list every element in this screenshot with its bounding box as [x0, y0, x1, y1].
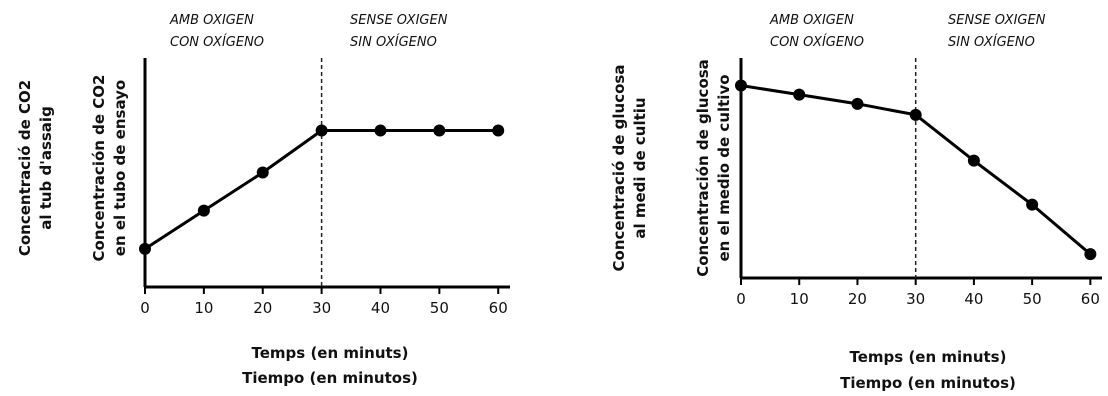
- data-point: [492, 124, 505, 137]
- data-point: [909, 108, 922, 121]
- y-axis-label-outer-line: Concentració de glucosa: [610, 65, 628, 272]
- y-axis-label-outer: Concentració de glucosa al medi de cultiu: [610, 65, 649, 272]
- x-axis-label: Temps (en minuts): [850, 348, 1007, 366]
- y-axis-label-outer-line: al tub d'assaig: [37, 106, 55, 230]
- data-point: [793, 88, 806, 101]
- y-axis-label-outer-line: al medi de cultiu: [631, 97, 649, 238]
- region-label: SIN OXÍGENO: [948, 34, 1035, 50]
- region-label: SENSE OXIGEN: [948, 13, 1046, 28]
- x-tick-label: 10: [194, 299, 213, 317]
- x-axis-label: Tiempo (en minutos): [840, 374, 1016, 392]
- x-tick-label: 60: [489, 299, 508, 317]
- region-label: CON OXÍGENO: [770, 34, 864, 50]
- region-label: SIN OXÍGENO: [350, 34, 437, 50]
- data-point: [256, 166, 269, 179]
- data-point: [1084, 248, 1097, 261]
- x-tick-label: 40: [964, 290, 983, 308]
- x-axis-label: Temps (en minuts): [252, 344, 409, 362]
- data-point: [433, 124, 446, 137]
- x-tick-label: 30: [312, 299, 331, 317]
- y-axis-label-inner: Concentración de CO2 en el tubo de ensayo: [90, 75, 129, 262]
- chart-1: 0 10 20 30 40 50 60 AMB OXIGEN CON OXÍGENO SENSE …: [16, 13, 510, 387]
- data-point: [315, 124, 328, 137]
- x-tick-label: 10: [790, 290, 809, 308]
- region-label: AMB OXIGEN: [169, 13, 254, 28]
- y-axis-label-outer-line: Concentració de CO2: [16, 80, 34, 256]
- x-tick-label: 30: [906, 290, 925, 308]
- data-point: [851, 97, 864, 110]
- region-label: CON OXÍGENO: [170, 34, 264, 50]
- x-tick-label: 50: [430, 299, 449, 317]
- chart-2: 0 10 20 30 40 50 60 AMB OXIGEN CON OXÍGENO SENSE …: [610, 13, 1102, 392]
- region-label: SENSE OXIGEN: [350, 13, 448, 28]
- y-axis-label-outer: Concentració de CO2 al tub d'assaig: [16, 80, 55, 256]
- region-label: AMB OXIGEN: [769, 13, 854, 28]
- y-axis-label-inner-line: Concentración de CO2: [90, 75, 108, 262]
- data-point: [374, 124, 387, 137]
- data-point: [967, 154, 980, 167]
- y-axis-label-inner-line: en el medio de cultivo: [715, 74, 733, 261]
- x-tick-label: 50: [1023, 290, 1042, 308]
- data-point: [1026, 198, 1039, 211]
- x-tick-label: 0: [736, 290, 746, 308]
- x-tick-label: 20: [848, 290, 867, 308]
- series-line: [144, 129, 499, 251]
- x-tick-label: 20: [253, 299, 272, 317]
- x-tick-label: 40: [371, 299, 390, 317]
- data-point: [139, 242, 151, 255]
- y-axis-label-inner-line: en el tubo de ensayo: [111, 80, 129, 256]
- y-axis-label-inner: Concentración de glucosa en el medio de c…: [694, 59, 733, 277]
- data-point: [197, 204, 210, 217]
- y-axis-label-inner-line: Concentración de glucosa: [694, 59, 712, 277]
- x-axis-label: Tiempo (en minutos): [242, 369, 418, 387]
- x-tick-label: 60: [1081, 290, 1100, 308]
- data-point: [735, 79, 747, 92]
- x-tick-label: 0: [140, 299, 150, 317]
